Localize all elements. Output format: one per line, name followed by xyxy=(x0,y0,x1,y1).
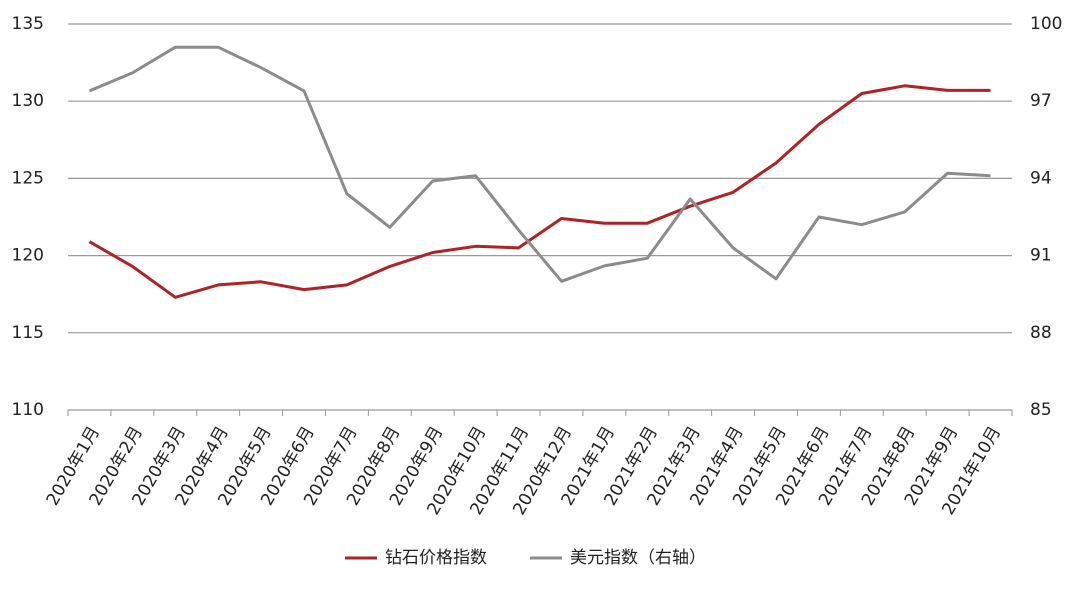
legend-label: 钻石价格指数 xyxy=(385,548,487,568)
y-tick-label: 115 xyxy=(12,323,44,343)
y-tick-label: 125 xyxy=(12,168,44,188)
y-tick-label: 135 xyxy=(12,14,44,34)
y2-tick-label: 94 xyxy=(1030,168,1052,188)
y2-tick-label: 97 xyxy=(1030,91,1052,111)
legend-label: 美元指数（右轴） xyxy=(570,548,706,568)
y2-tick-label: 85 xyxy=(1030,400,1052,420)
y-tick-label: 110 xyxy=(12,400,44,420)
series-line xyxy=(88,84,991,299)
series-line xyxy=(88,45,991,283)
y2-tick-label: 91 xyxy=(1030,246,1052,266)
y2-tick-label: 88 xyxy=(1030,323,1052,343)
y2-tick-label: 100 xyxy=(1030,14,1062,34)
y-tick-label: 130 xyxy=(12,91,44,111)
y-tick-label: 120 xyxy=(12,246,44,266)
